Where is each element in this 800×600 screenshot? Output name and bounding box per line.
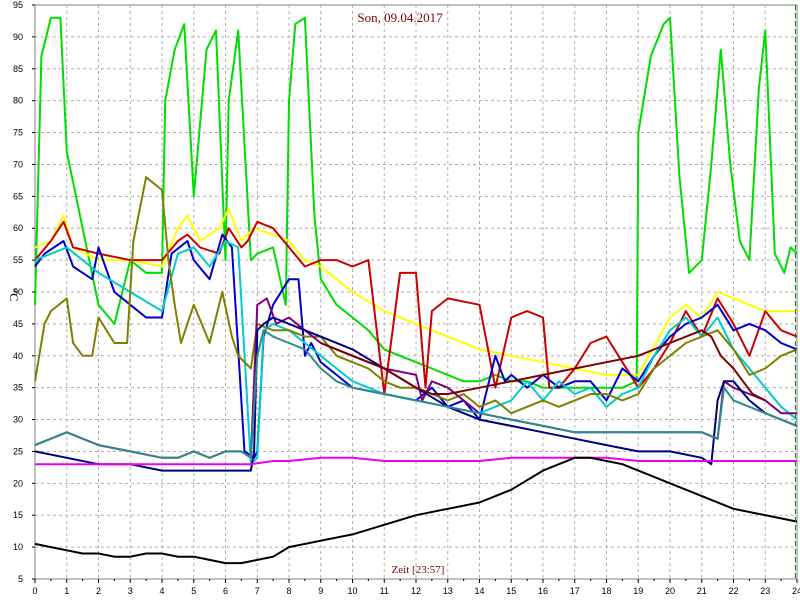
x-tick-label: 23 xyxy=(760,586,770,596)
x-tick-label: 20 xyxy=(665,586,675,596)
x-tick-label: 2 xyxy=(96,586,101,596)
y-tick-label: 95 xyxy=(13,0,23,10)
y-tick-label: 75 xyxy=(13,128,23,138)
y-tick-label: 60 xyxy=(13,223,23,233)
x-tick-label: 19 xyxy=(633,586,643,596)
y-tick-label: 65 xyxy=(13,191,23,201)
x-tick-label: 4 xyxy=(159,586,164,596)
axes: 0 1 2 3 4 5 6 7 8 9 10 11 12 13 14 15 16 17 18 19 20 21 22 23 24… xyxy=(13,0,800,596)
x-tick-label: 15 xyxy=(506,586,516,596)
y-tick-label: 25 xyxy=(13,446,23,456)
y-tick-label: 30 xyxy=(13,415,23,425)
x-tick-label: 17 xyxy=(570,586,580,596)
x-tick-label: 16 xyxy=(538,586,548,596)
x-tick-label: 5 xyxy=(191,586,196,596)
x-tick-label: 18 xyxy=(601,586,611,596)
y-tick-label: 10 xyxy=(13,542,23,552)
series-line-11 xyxy=(35,456,797,466)
x-tick-label: 1 xyxy=(64,586,69,596)
x-tick-label: 10 xyxy=(347,586,357,596)
x-tick-label: 7 xyxy=(255,586,260,596)
y-tick-label: 80 xyxy=(13,96,23,106)
y-tick-label: 15 xyxy=(13,510,23,520)
y-tick-label: 5 xyxy=(18,574,23,584)
y-tick-label: 90 xyxy=(13,32,23,42)
x-tick-label: 9 xyxy=(318,586,323,596)
x-tick-label: 3 xyxy=(128,586,133,596)
x-tick-label: 11 xyxy=(380,586,389,596)
series-line-6 xyxy=(34,176,798,415)
y-tick-label: 55 xyxy=(13,255,23,265)
x-tick-label: 22 xyxy=(728,586,738,596)
x-tick-label: 14 xyxy=(474,586,484,596)
series-group xyxy=(34,5,798,579)
y-tick-label: 40 xyxy=(13,351,23,361)
series-line-9 xyxy=(34,329,798,459)
y-tick-label: 50 xyxy=(13,287,23,297)
series-line-1 xyxy=(34,16,798,389)
series-line-3 xyxy=(34,220,798,395)
x-tick-label: 6 xyxy=(223,586,228,596)
x-tick-label: 13 xyxy=(443,586,453,596)
y-axis-label: °C xyxy=(7,289,21,302)
x-tick-label: 12 xyxy=(411,586,421,596)
series-line-12 xyxy=(34,456,798,565)
y-tick-label: 85 xyxy=(13,64,23,74)
x-tick-label: 0 xyxy=(32,586,37,596)
y-tick-label: 45 xyxy=(13,319,23,329)
y-tick-label: 35 xyxy=(13,383,23,393)
x-tick-label: 21 xyxy=(697,586,707,596)
y-tick-label: 20 xyxy=(13,478,23,488)
series-line-10 xyxy=(320,329,766,402)
x-tick-label: 24 xyxy=(792,586,800,596)
x-axis-label: Zeit [23:57] xyxy=(392,564,445,576)
x-tick-label: 8 xyxy=(286,586,291,596)
chart-title: Son, 09.04.2017 xyxy=(357,10,443,25)
y-tick-label: 70 xyxy=(13,159,23,169)
